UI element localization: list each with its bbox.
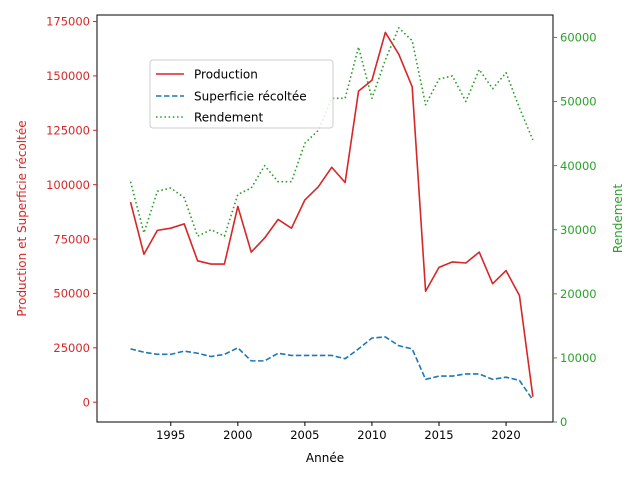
plot-frame [96, 14, 554, 423]
y-left-tick-label: 150000 [46, 69, 90, 83]
x-tick-label: 2020 [491, 428, 520, 442]
x-tick-label: 2000 [223, 428, 252, 442]
y-axis-left-label: Production et Superficie récoltée [15, 120, 29, 316]
y-left-tick-label: 25000 [53, 341, 90, 355]
y-right-tick-label: 10000 [560, 351, 597, 365]
x-tick-label: 2005 [290, 428, 319, 442]
y-right-tick-label: 0 [560, 415, 567, 429]
y-axis-right-label: Rendement [611, 184, 625, 253]
y-left-tick-label: 125000 [46, 123, 90, 137]
x-axis-label: Année [306, 451, 344, 465]
legend-label-superficie: Superficie récoltée [194, 90, 307, 104]
x-tick-label: 1995 [156, 428, 185, 442]
series-production-line [129, 31, 534, 397]
legend-label-rendement: Rendement [194, 111, 263, 125]
x-tick-label: 2010 [357, 428, 386, 442]
series-superficie-line [130, 336, 534, 401]
y-right-tick-label: 50000 [560, 95, 597, 109]
y-left-tick-label: 100000 [46, 178, 90, 192]
legend: Production Superficie récoltée Rendement [149, 59, 334, 129]
y-left-tick-label: 0 [83, 395, 90, 409]
y-right-tick-label: 60000 [560, 31, 597, 45]
y-right-tick-label: 20000 [560, 287, 597, 301]
plot-lines [129, 27, 534, 401]
x-tick-label: 2015 [424, 428, 453, 442]
y-right-tick-label: 30000 [560, 223, 597, 237]
legend-label-production: Production [194, 68, 258, 82]
series-rendement-line [129, 27, 534, 237]
y-left-tick-label: 50000 [53, 287, 90, 301]
y-left-tick-label: 175000 [46, 15, 90, 29]
y-right-tick-label: 40000 [560, 159, 597, 173]
legend-box [149, 59, 334, 129]
y-axis-left: 0 25000 50000 75000 100000 125000 150000 175000 [46, 15, 97, 409]
y-left-tick-label: 75000 [53, 232, 90, 246]
x-axis: 1995 2000 2005 2010 2015 2020 [156, 422, 521, 442]
y-axis-right: 0 10000 20000 30000 40000 50000 60000 [553, 31, 597, 429]
